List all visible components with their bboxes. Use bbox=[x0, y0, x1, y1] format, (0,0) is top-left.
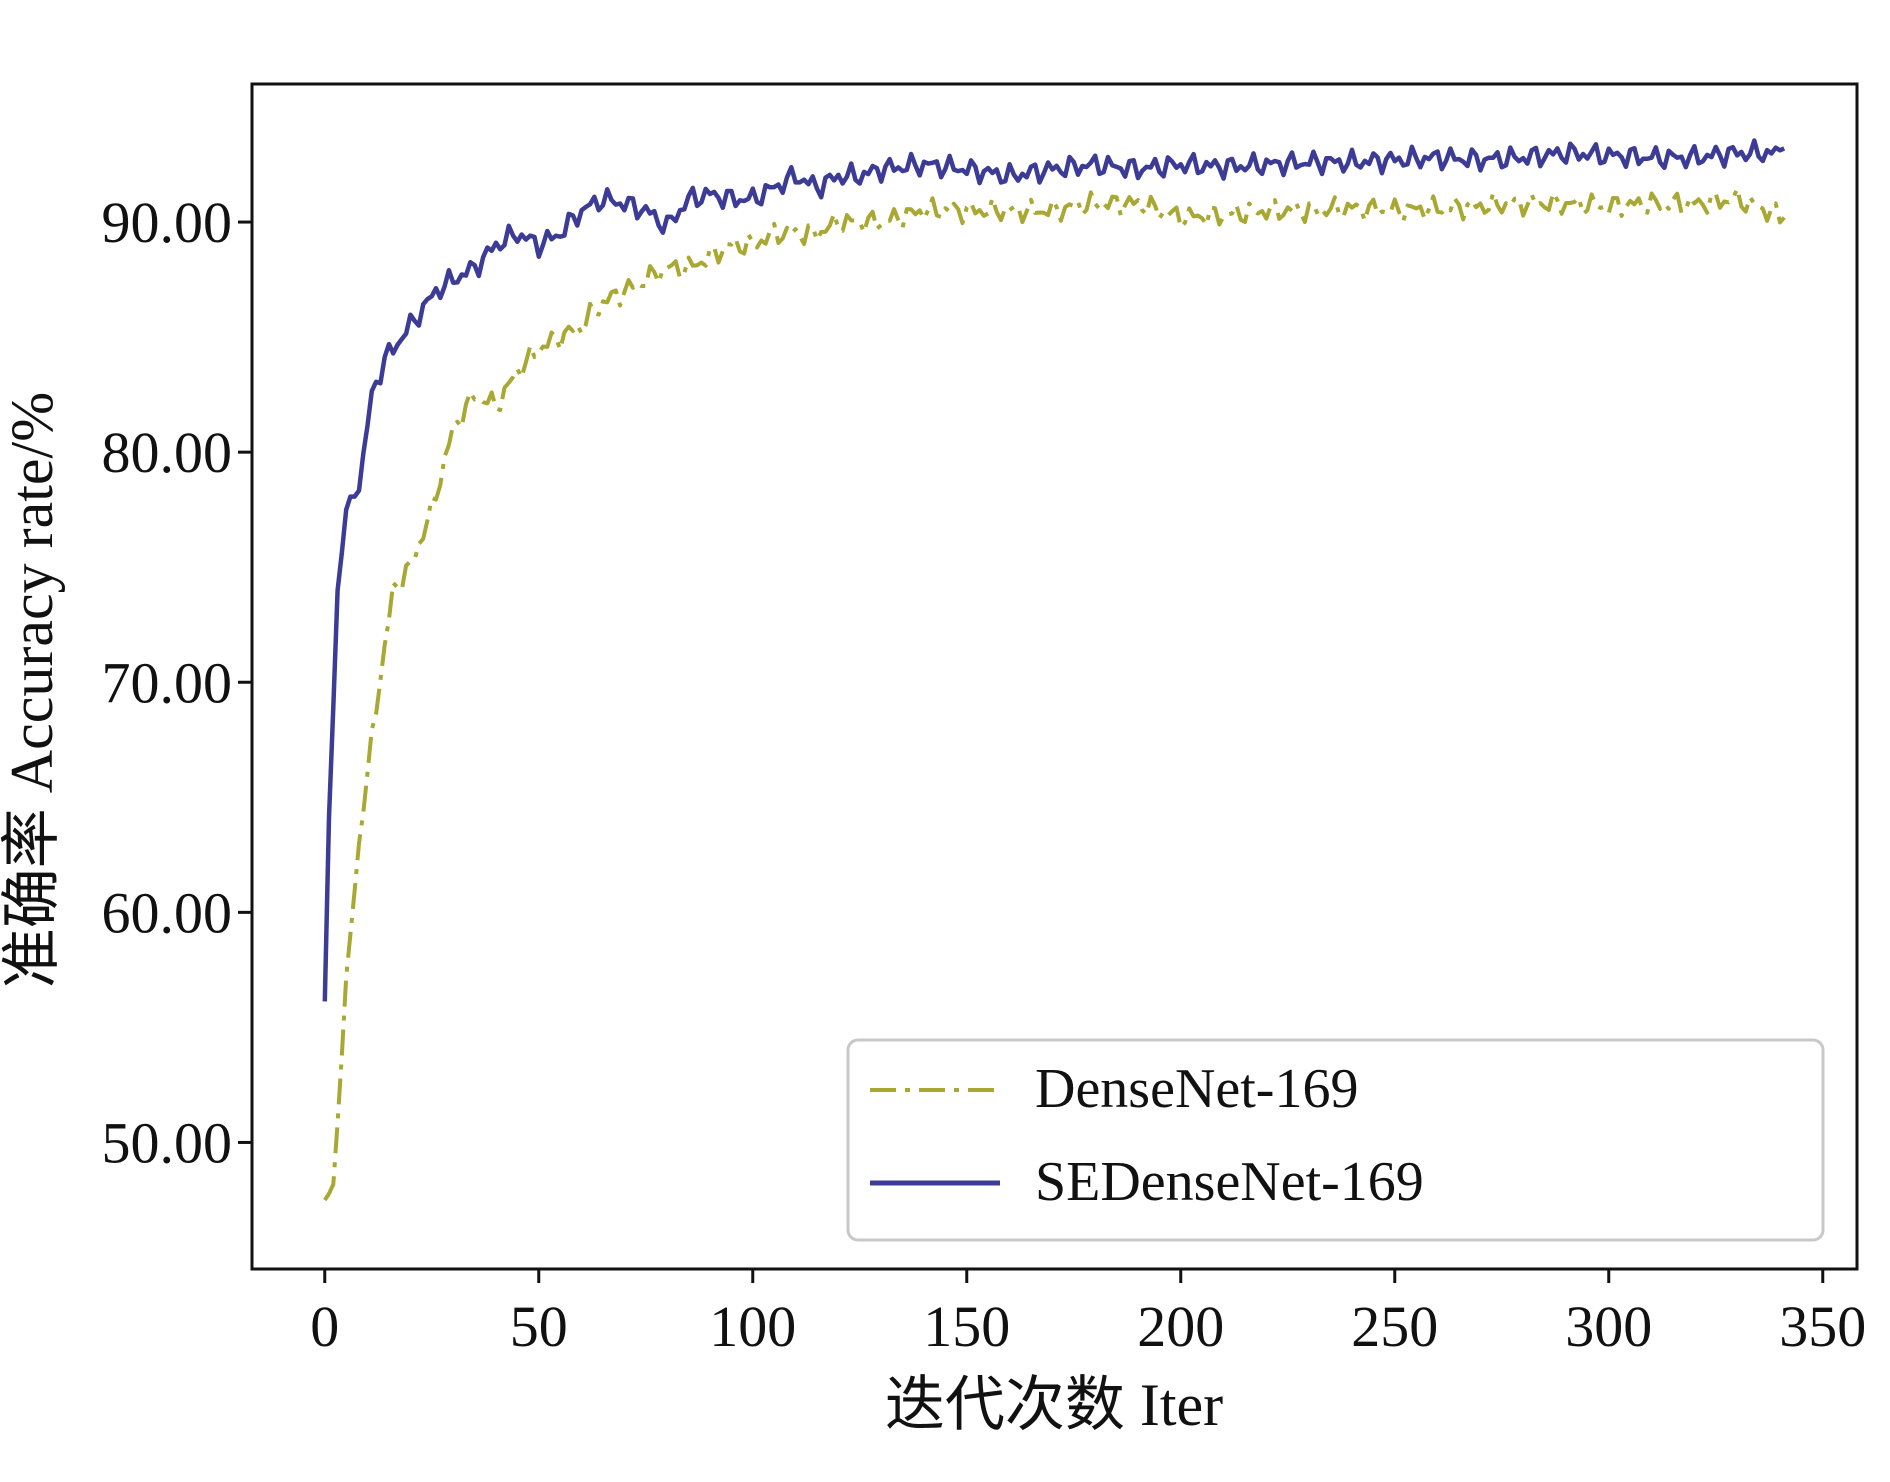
y-tick-label: 70.00 bbox=[102, 650, 233, 715]
legend-label-sedensenet: SEDenseNet-169 bbox=[1035, 1151, 1424, 1213]
legend: DenseNet-169 SEDenseNet-169 bbox=[846, 1038, 1825, 1242]
y-tick-label: 60.00 bbox=[102, 880, 233, 945]
y-axis-ticks: 50.00 60.00 70.00 80.00 90.00 bbox=[102, 190, 252, 1175]
x-tick-label: 350 bbox=[1779, 1294, 1866, 1359]
x-axis-label: 迭代次数 Iter bbox=[885, 1372, 1223, 1438]
x-tick-label: 50 bbox=[510, 1294, 568, 1359]
x-tick-label: 150 bbox=[923, 1294, 1010, 1359]
legend-label-densenet: DenseNet-169 bbox=[1035, 1058, 1358, 1120]
y-tick-label: 80.00 bbox=[102, 420, 233, 485]
x-axis-ticks: 0 50 100 150 200 250 300 350 bbox=[310, 1269, 1866, 1359]
x-tick-label: 200 bbox=[1137, 1294, 1224, 1359]
series-layer bbox=[322, 138, 1786, 1202]
x-tick-label: 250 bbox=[1351, 1294, 1438, 1359]
x-tick-label: 100 bbox=[709, 1294, 796, 1359]
y-axis-label: 准确率 Accuracy rate/% bbox=[0, 392, 65, 988]
y-tick-label: 90.00 bbox=[102, 190, 233, 255]
legend-box bbox=[846, 1038, 1825, 1242]
x-tick-label: 300 bbox=[1565, 1294, 1652, 1359]
x-tick-label: 0 bbox=[310, 1294, 339, 1359]
series-line-densenet bbox=[323, 186, 1786, 1202]
plot-frame bbox=[250, 82, 1859, 1271]
series-line-sedensenet bbox=[322, 138, 1786, 1002]
y-tick-label: 50.00 bbox=[102, 1110, 233, 1175]
